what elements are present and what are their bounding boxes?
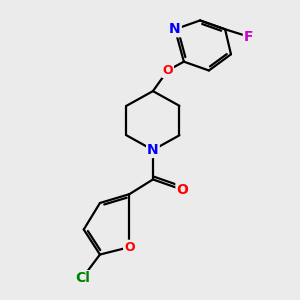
Text: N: N	[169, 22, 181, 36]
Text: O: O	[124, 241, 135, 254]
Text: N: N	[147, 143, 159, 157]
Text: O: O	[162, 64, 173, 77]
Text: Cl: Cl	[75, 271, 90, 285]
Text: O: O	[176, 183, 188, 197]
Text: F: F	[244, 30, 254, 44]
